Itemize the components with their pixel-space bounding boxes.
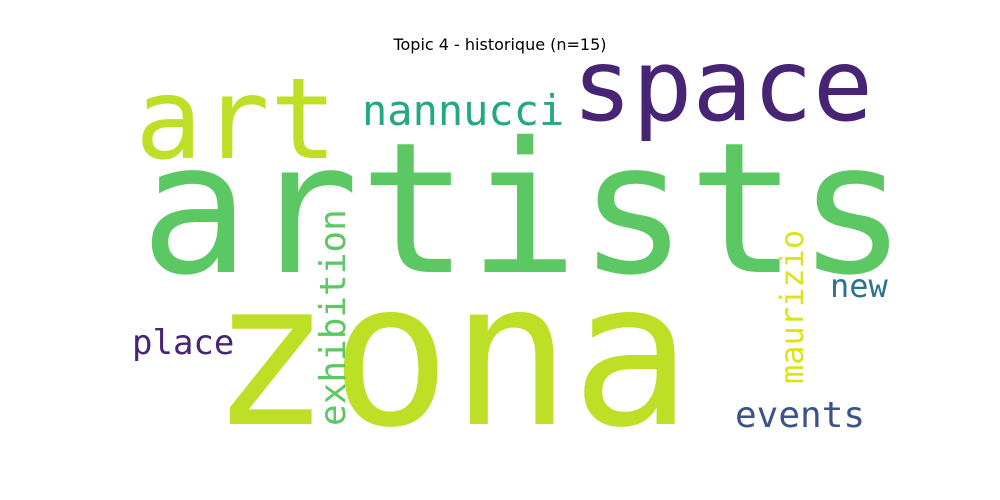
word-nannucci: nannucci <box>362 86 565 135</box>
word-artists: artists <box>140 103 908 315</box>
word-zona: zona <box>210 239 692 472</box>
chart-title: Topic 4 - historique (n=15) <box>393 35 607 54</box>
word-exhibition: exhibition <box>313 209 354 426</box>
word-place: place <box>132 323 235 363</box>
word-maurizio: maurizio <box>773 229 811 384</box>
word-art: art <box>135 55 338 185</box>
word-space: space <box>572 27 874 144</box>
word-new: new <box>830 267 888 305</box>
word-events: events <box>735 395 866 436</box>
